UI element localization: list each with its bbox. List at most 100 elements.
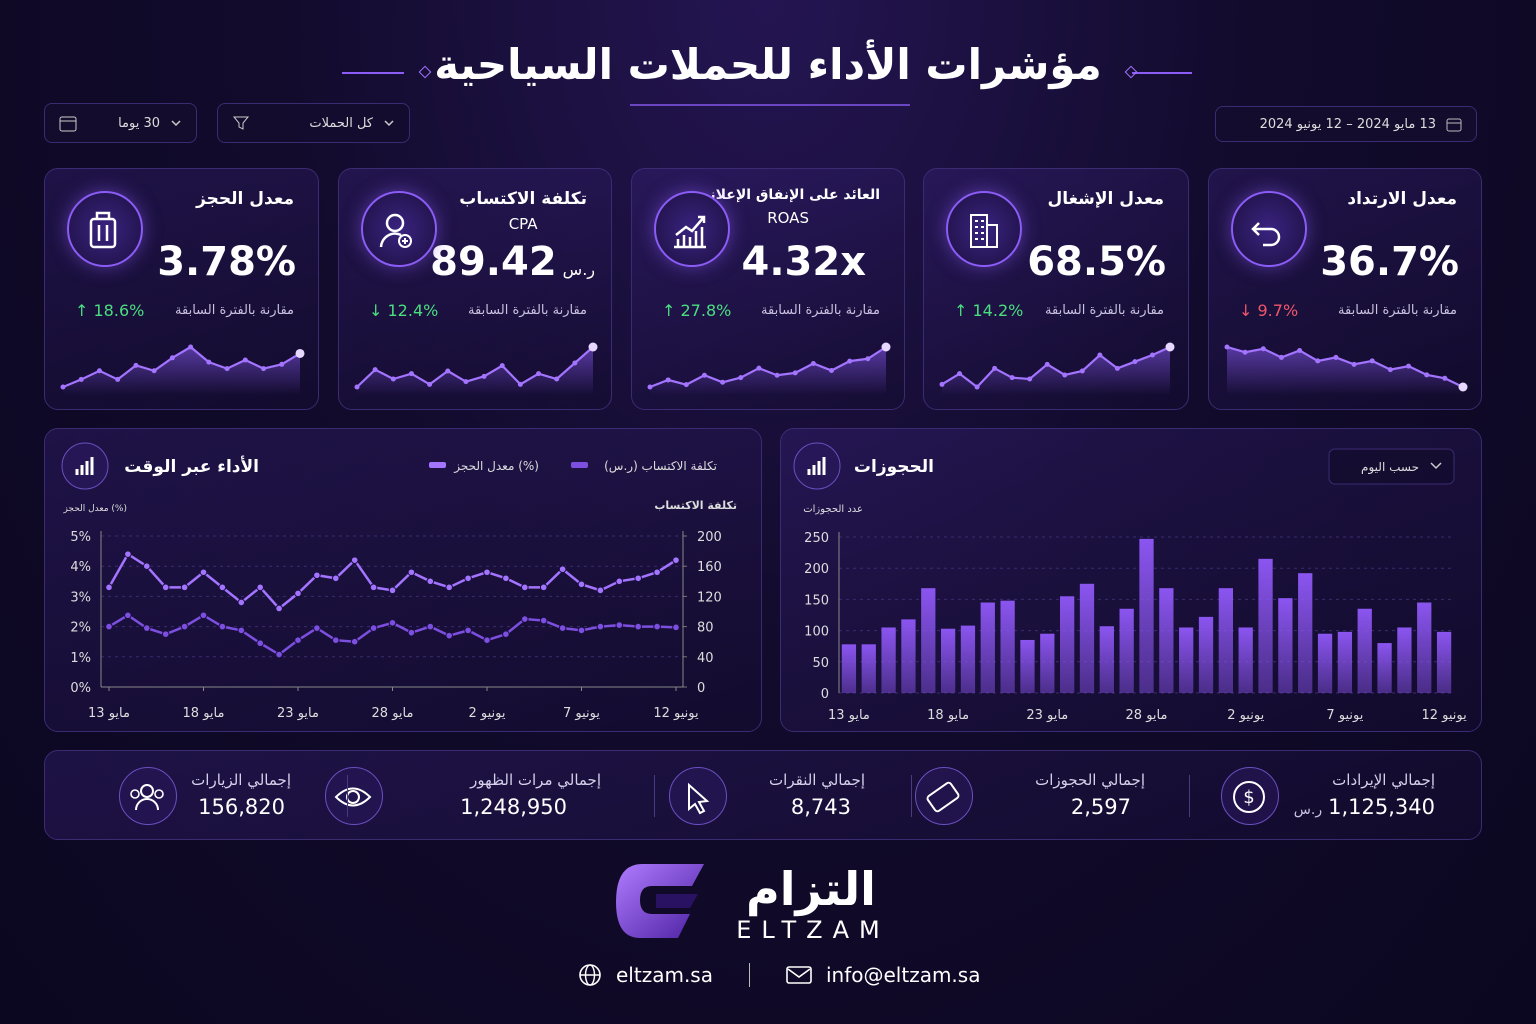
dropdown[interactable]: [1328, 448, 1455, 485]
sparkline-point: [1097, 352, 1103, 358]
y-tick-label: 0%: [70, 681, 91, 696]
y-tick-label: 5%: [70, 530, 91, 545]
x-tick-label: 18 مايو: [927, 708, 969, 723]
sparkline-point: [701, 372, 707, 378]
separator: [748, 963, 750, 987]
point: [275, 604, 283, 613]
sparkline-point: [957, 371, 963, 377]
sparkline-line: [1226, 345, 1464, 388]
campaign-filter[interactable]: كل الحملات: [217, 103, 410, 143]
website[interactable]: eltzam.sa: [616, 963, 713, 987]
bar: [1397, 627, 1412, 693]
point: [502, 574, 510, 583]
x-tick-label: 18 مايو: [183, 706, 225, 721]
chart-title: الحجوزات: [854, 457, 934, 477]
sparkline-point: [1442, 375, 1448, 381]
separator: [347, 775, 348, 817]
total-item: إجمالي النقرات 8,743: [631, 751, 911, 841]
sparkline-point: [279, 361, 285, 367]
dropdown-label: حسب اليوم: [1361, 460, 1419, 475]
mail-icon: [786, 966, 812, 984]
sparkline-line: [649, 346, 887, 389]
x-tick-label: 13 مايو: [88, 706, 130, 721]
point: [105, 583, 113, 592]
kpi-value: 36.7%: [1320, 239, 1459, 285]
line: [107, 552, 677, 611]
point: [577, 580, 586, 589]
separator: [654, 775, 655, 817]
sparkline-point: [881, 342, 891, 352]
sparkline-point: [115, 376, 121, 382]
point: [464, 626, 472, 635]
bar: [1258, 558, 1273, 693]
point: [539, 583, 548, 592]
y2-tick-label: 160: [697, 560, 722, 575]
sparkline-area: [63, 347, 300, 395]
y2-axis-label: تكلفة الاكتساب: [654, 499, 737, 512]
point: [596, 622, 605, 631]
sparkline-point: [372, 367, 378, 373]
point: [350, 556, 359, 564]
sparkline-point: [188, 344, 194, 350]
chart-title: الأداء عبر الوقت: [124, 456, 259, 477]
sparkline-line: [62, 345, 301, 389]
chart-icon-bar: [822, 457, 826, 475]
sparkline-point: [390, 376, 396, 382]
total-icon: [119, 767, 177, 825]
sparkline-point: [536, 371, 542, 377]
sparkline-point: [1458, 382, 1468, 392]
kpi-card: معدل الحجز 3.78% مقارنة بالفترة السابقة …: [44, 168, 319, 410]
sparkline-point: [1224, 344, 1230, 350]
bar: [1298, 573, 1313, 693]
y-tick-label: 1%: [70, 651, 91, 666]
page-title: مؤشرات الأداء للحملات السياحية: [434, 40, 1102, 89]
kpi-unit: ر.س: [562, 260, 595, 279]
kpi-value: 4.32x: [741, 239, 867, 285]
kpi-compare-label: مقارنة بالفترة السابقة: [468, 303, 587, 318]
chart-icon-bar: [812, 465, 816, 475]
date-range[interactable]: 13 مايو 2024 – 12 يونيو 2024: [1215, 106, 1477, 142]
sparkline-point: [588, 342, 598, 352]
sparkline-area: [1227, 347, 1463, 395]
total-label: إجمالي مرات الظهور: [470, 771, 601, 789]
sparkline-point: [1062, 372, 1068, 378]
total-icon: [669, 767, 727, 825]
point: [143, 624, 151, 632]
bar: [1099, 626, 1114, 693]
kpi-value: 68.5%: [1027, 239, 1166, 285]
sparkline-point: [408, 371, 414, 377]
x-tick-label: 7 يونيو: [1326, 708, 1363, 723]
kpi-card: تكلفة الاكتساب CPA ر.س 89.42 مقارنة بالفتر…: [338, 168, 612, 410]
email[interactable]: info@eltzam.sa: [825, 963, 981, 987]
y2-tick-label: 40: [697, 651, 714, 666]
point: [237, 626, 246, 635]
point: [464, 574, 472, 583]
y-axis-label: عدد الحجوزات: [803, 504, 863, 515]
bar: [1040, 633, 1055, 693]
chart-icon: [793, 442, 841, 490]
sparkline-point: [554, 376, 560, 382]
sparkline-point: [1242, 349, 1248, 355]
chart-icon-bar: [75, 469, 79, 475]
kpi-title: معدل الإشغال: [1047, 189, 1164, 209]
calendar-icon: [1446, 118, 1462, 132]
bar-chart: الحجوزات حسب اليوم عدد الحجوزات 0 50 100 150 20…: [793, 442, 1467, 723]
x-tick-label: 23 مايو: [277, 706, 319, 721]
point: [218, 622, 227, 631]
sparkline-point: [517, 381, 523, 387]
bar: [1417, 602, 1432, 693]
point: [388, 586, 397, 595]
sparkline-point: [647, 384, 653, 390]
sparkline-point: [206, 359, 212, 365]
bar: [1060, 596, 1075, 693]
point: [124, 550, 132, 558]
total-value: 1,125,340: [1328, 795, 1435, 819]
separator: [911, 775, 912, 817]
period-filter[interactable]: 30 يوما: [44, 103, 197, 143]
bar: [1436, 631, 1452, 693]
y-axis-label: معدل الحجز (%): [62, 504, 127, 514]
sparkline-point: [261, 366, 267, 372]
bar: [940, 628, 956, 693]
point: [332, 636, 340, 644]
y-tick-label: 4%: [70, 560, 91, 575]
